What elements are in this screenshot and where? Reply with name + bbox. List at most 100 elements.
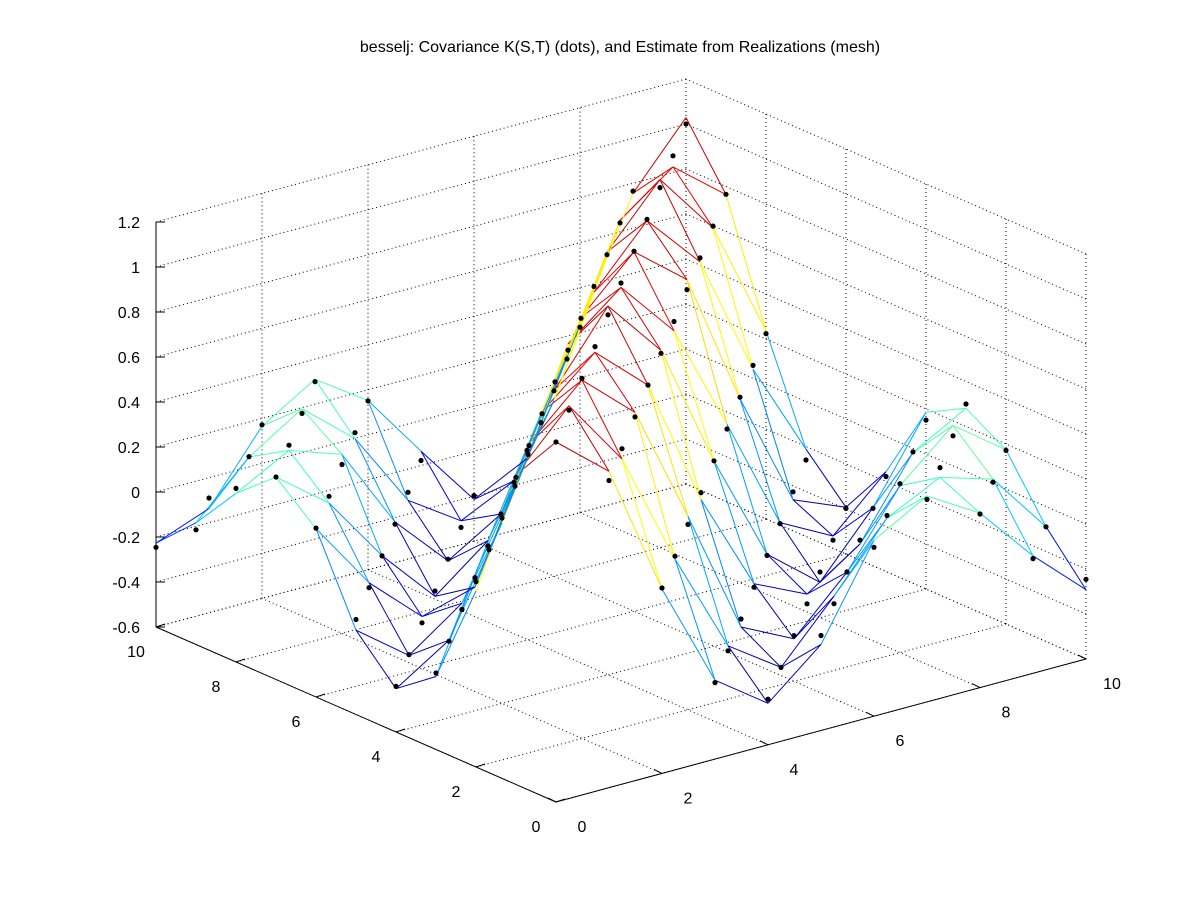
mesh-edge xyxy=(568,405,610,472)
y-tick-label: 2 xyxy=(452,784,461,801)
mesh-edge xyxy=(447,513,502,562)
covariance-dot xyxy=(672,553,678,559)
mesh-edge xyxy=(581,379,623,460)
covariance-dot xyxy=(286,442,292,448)
covariance-dot xyxy=(738,616,744,622)
x-tick-mark xyxy=(971,683,981,689)
mesh-edge xyxy=(672,166,714,228)
covariance-dot xyxy=(630,188,636,194)
mesh-edge xyxy=(952,424,1007,451)
mesh-edge xyxy=(753,583,795,640)
floor-gridline-x xyxy=(367,569,769,746)
x-tick-mark xyxy=(759,740,769,746)
mesh-edge xyxy=(899,425,954,487)
covariance-dot xyxy=(790,489,796,495)
covariance-dot xyxy=(830,537,836,543)
mesh-edge xyxy=(579,193,634,326)
mesh-edge xyxy=(846,517,888,573)
mesh-edge xyxy=(607,305,649,386)
mesh-edge xyxy=(926,495,981,514)
covariance-dot xyxy=(659,585,665,591)
mesh-edge xyxy=(434,586,476,597)
covariance-dot xyxy=(777,521,783,527)
y-tick-label: 0 xyxy=(532,819,541,836)
covariance-dot xyxy=(392,521,398,527)
mesh-edge xyxy=(261,408,303,427)
covariance-dot xyxy=(844,569,850,575)
mesh-edge xyxy=(341,454,383,556)
covariance-dot xyxy=(1030,556,1036,562)
covariance-dot xyxy=(313,525,319,531)
covariance-dot xyxy=(352,430,358,436)
mesh-edge xyxy=(872,412,927,508)
covariance-dot xyxy=(592,344,598,350)
mesh-edge xyxy=(474,456,529,588)
z-tick-label: 0.6 xyxy=(118,350,140,367)
mesh-edge xyxy=(646,220,701,263)
mesh-edge xyxy=(607,305,662,351)
y-tick-mark xyxy=(475,763,486,768)
mesh-edge xyxy=(235,476,277,494)
z-tick-label: 0 xyxy=(131,485,140,502)
mesh-edge xyxy=(619,166,674,221)
covariance-dot xyxy=(605,312,611,318)
sidewall-gridline-horizontal xyxy=(685,483,1087,660)
mesh-edge xyxy=(660,350,702,500)
mesh-edge xyxy=(341,454,396,523)
y-tick-label: 8 xyxy=(212,679,221,696)
mesh-edge xyxy=(395,639,450,690)
mesh-edge xyxy=(301,408,356,440)
mesh-edge xyxy=(473,458,528,500)
mesh-edge xyxy=(965,407,1007,451)
mesh-edge xyxy=(713,460,755,584)
covariance-dot xyxy=(379,553,385,559)
z-tick-label: 0.2 xyxy=(118,440,140,457)
covariance-dot xyxy=(990,479,996,485)
floor-gridline-x xyxy=(261,597,663,774)
mesh-edge xyxy=(674,558,729,647)
x-tick-label: 6 xyxy=(896,733,905,750)
mesh-edge xyxy=(806,571,848,595)
mesh-edge xyxy=(673,330,715,462)
mesh-edge xyxy=(712,227,754,370)
mesh-edge xyxy=(685,117,727,195)
mesh-edge xyxy=(780,643,822,668)
mesh-edge xyxy=(699,261,741,400)
covariance-dot xyxy=(445,556,451,562)
mesh-edge xyxy=(1005,449,1047,527)
mesh-edge xyxy=(659,179,714,229)
mesh-edge xyxy=(792,499,834,537)
mesh-edge xyxy=(355,629,397,689)
y-tick-mark xyxy=(235,658,246,663)
covariance-dot xyxy=(764,552,770,559)
mesh-edge xyxy=(766,553,821,583)
mesh-edge xyxy=(594,352,636,413)
mesh-edge xyxy=(846,485,901,573)
mesh-edge xyxy=(939,477,981,514)
mesh-edge xyxy=(473,480,515,500)
mesh-surface xyxy=(155,117,1087,704)
mesh-edge xyxy=(328,502,370,583)
covariance-dot xyxy=(751,584,757,590)
y-tick-mark xyxy=(315,693,326,698)
mesh-edge xyxy=(301,408,343,455)
covariance-dot xyxy=(778,664,784,671)
covariance-dot xyxy=(910,449,916,455)
y-tick-mark xyxy=(395,728,406,733)
covariance-dot xyxy=(553,439,559,445)
sidewall-gridline-horizontal xyxy=(685,303,1087,480)
covariance-dot xyxy=(871,544,877,550)
mesh-edge xyxy=(580,286,622,318)
mesh-edge xyxy=(859,485,901,545)
mesh-edge xyxy=(766,553,808,595)
tick-labels: 0 2 4 6 8 10 0 2 4 6 8 10 -0.6 -0.4 -0.2 0 0.2 0.4 0.6 0.8 1… xyxy=(112,215,1121,836)
mesh-edge xyxy=(859,452,914,545)
covariance-dot xyxy=(870,505,876,511)
covariance-dot xyxy=(393,683,399,690)
mesh-edge xyxy=(606,220,648,253)
z-tick-label: 1 xyxy=(131,260,140,277)
covariance-dot xyxy=(524,447,530,453)
mesh-edge xyxy=(315,528,370,584)
mesh-edge xyxy=(408,639,450,656)
